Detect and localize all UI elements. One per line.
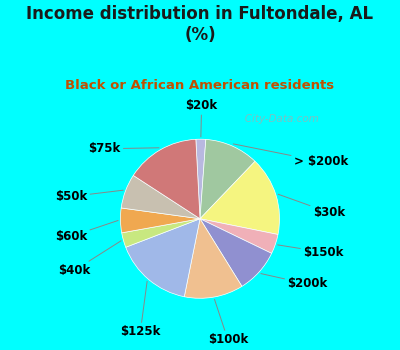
Text: $60k: $60k [55, 220, 118, 243]
Wedge shape [121, 175, 200, 219]
Text: Income distribution in Fultondale, AL
(%): Income distribution in Fultondale, AL (%… [26, 5, 374, 44]
Text: $20k: $20k [186, 99, 218, 137]
Wedge shape [200, 219, 272, 286]
Wedge shape [200, 219, 278, 253]
Text: $50k: $50k [55, 190, 123, 203]
Wedge shape [120, 208, 200, 233]
Wedge shape [122, 219, 200, 247]
Text: Black or African American residents: Black or African American residents [66, 79, 334, 92]
Wedge shape [200, 139, 255, 219]
Wedge shape [196, 139, 206, 219]
Text: $125k: $125k [120, 281, 160, 338]
Wedge shape [200, 161, 280, 234]
Text: $40k: $40k [58, 241, 121, 277]
Wedge shape [133, 139, 200, 219]
Text: $30k: $30k [278, 194, 345, 219]
Text: City-Data.com: City-Data.com [235, 114, 319, 124]
Text: > $200k: > $200k [233, 144, 348, 168]
Wedge shape [184, 219, 242, 298]
Text: $200k: $200k [261, 274, 328, 290]
Text: $150k: $150k [278, 245, 344, 259]
Text: $75k: $75k [88, 142, 159, 155]
Wedge shape [126, 219, 200, 297]
Text: $100k: $100k [208, 299, 248, 346]
